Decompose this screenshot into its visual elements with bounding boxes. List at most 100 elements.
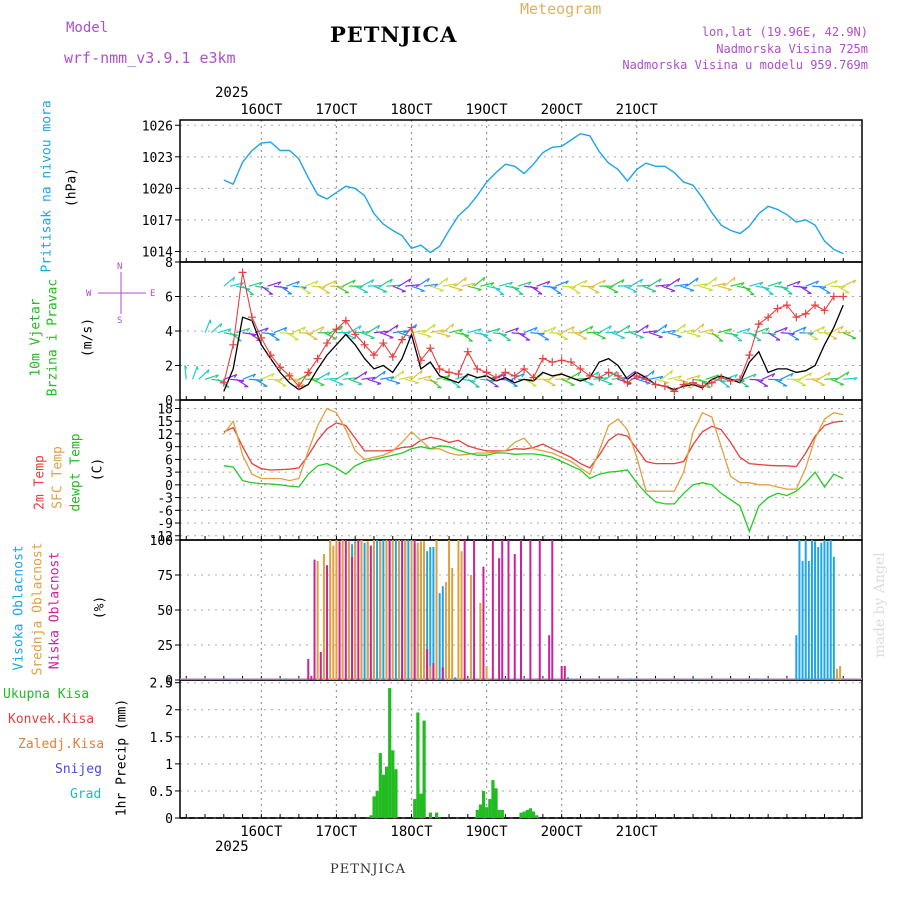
wind-arrow-head bbox=[409, 375, 414, 380]
wind-arrow-head bbox=[578, 332, 583, 336]
gust-marker bbox=[613, 371, 622, 380]
wind-arrow-head bbox=[689, 289, 694, 292]
cloud-bar-high bbox=[795, 635, 798, 680]
wind-arrow bbox=[624, 330, 639, 334]
cloud-bar-high bbox=[222, 678, 225, 680]
model-name: wrf-nmm_v3.9.1 e3km bbox=[64, 49, 236, 67]
wind-arrow bbox=[442, 283, 457, 287]
wind-arrow bbox=[267, 281, 282, 287]
wind-arrow-head bbox=[352, 279, 356, 284]
wind-arrow-head bbox=[327, 332, 332, 336]
compass-west: W bbox=[86, 289, 92, 299]
precip-bar bbox=[519, 812, 523, 818]
compass-south: S bbox=[117, 316, 123, 326]
wind-arrow bbox=[218, 273, 224, 286]
wind-arrow-head bbox=[809, 372, 813, 377]
gust-marker bbox=[679, 380, 688, 389]
wind-arrow bbox=[655, 378, 670, 384]
cloud-bar-high bbox=[407, 540, 410, 680]
wind-arrow-head bbox=[518, 293, 524, 295]
cloud-bar-low bbox=[513, 554, 516, 680]
wind-arrow bbox=[655, 324, 668, 334]
cloud-bar-mid bbox=[366, 541, 369, 680]
wind-arrow bbox=[198, 319, 199, 333]
y-tick-label: 0 bbox=[165, 394, 173, 409]
wind-arrow-head bbox=[701, 323, 705, 328]
wind-arrow-head bbox=[853, 279, 857, 284]
wind-arrow bbox=[767, 281, 782, 287]
wind-arrow-head bbox=[427, 375, 432, 380]
wind-arrow bbox=[498, 281, 513, 287]
wind-arrow bbox=[505, 327, 519, 334]
gust-marker bbox=[445, 368, 454, 377]
wind-arrow bbox=[236, 285, 251, 290]
wind-arrow bbox=[455, 332, 470, 337]
wind-arrow-head bbox=[327, 371, 331, 377]
precip-bar bbox=[532, 811, 536, 818]
cloud-bar-mid bbox=[347, 541, 350, 680]
cloud-bar-high bbox=[832, 556, 835, 680]
wind-arrow bbox=[536, 280, 551, 287]
wind-arrow bbox=[824, 279, 838, 287]
cloud-bar-high bbox=[692, 678, 695, 680]
cloud-bar-mid bbox=[416, 542, 419, 680]
precip-bar bbox=[497, 809, 501, 818]
gust-marker bbox=[285, 371, 294, 380]
wind-arrow-head bbox=[658, 336, 663, 339]
gust-marker bbox=[407, 323, 416, 332]
wind-arrow bbox=[461, 332, 473, 342]
gust-marker bbox=[820, 306, 829, 315]
wind-arrow-head bbox=[677, 335, 682, 339]
wind-arrow-head bbox=[709, 328, 714, 333]
wind-arrow-head bbox=[696, 375, 701, 379]
wind-arrow-head bbox=[528, 281, 532, 286]
y-tick-label: 8 bbox=[165, 256, 173, 271]
gust-marker bbox=[491, 373, 500, 382]
wind-arrow bbox=[742, 285, 755, 296]
wind-arrow bbox=[749, 281, 763, 287]
wind-arrow bbox=[730, 332, 743, 342]
gust-marker bbox=[670, 387, 679, 396]
wind-arrow bbox=[630, 278, 643, 287]
wind-arrow bbox=[817, 285, 831, 294]
wind-arrow bbox=[842, 279, 857, 287]
cloud-bar-low bbox=[529, 540, 532, 680]
wind-compass: N W E S bbox=[86, 262, 156, 326]
cloud-bar-low bbox=[560, 666, 563, 680]
wind-arrow bbox=[336, 371, 349, 380]
wind-arrow bbox=[423, 323, 436, 334]
wind-arrow bbox=[286, 332, 299, 341]
wind-arrow-head bbox=[740, 282, 745, 286]
wind-arrow bbox=[736, 327, 751, 334]
cloud-bar-mid bbox=[423, 541, 426, 680]
gust-marker bbox=[510, 371, 519, 380]
cloud-bar-low bbox=[310, 675, 313, 680]
wind-arrow bbox=[505, 378, 518, 387]
cloud-bar-high bbox=[820, 542, 823, 680]
wind-arrow bbox=[655, 284, 670, 287]
wind-arrow bbox=[580, 325, 594, 334]
cloud-bar-mid bbox=[429, 666, 432, 680]
y-tick-label: 2.5 bbox=[150, 677, 173, 692]
wind-arrow bbox=[517, 281, 532, 287]
wind-arrow bbox=[674, 378, 689, 383]
wind-arrow bbox=[367, 378, 382, 385]
wind-arrow bbox=[417, 332, 432, 338]
cloud-bar-mid bbox=[485, 666, 488, 680]
wind-arrow-head bbox=[706, 386, 711, 389]
wind-arrow bbox=[623, 285, 638, 293]
gust-marker bbox=[379, 339, 388, 348]
cloud-bar-mid bbox=[322, 554, 325, 680]
gust-marker bbox=[313, 354, 322, 363]
y-tick-label: 1.5 bbox=[150, 731, 173, 746]
wind-arrow bbox=[379, 278, 393, 287]
wind-arrow bbox=[617, 324, 631, 334]
wind-arrow bbox=[273, 326, 288, 334]
cloud-bar-mid bbox=[419, 541, 422, 680]
wind-arrow-head bbox=[834, 280, 838, 284]
wind-arrow-head bbox=[184, 365, 188, 370]
wind-arrow-head bbox=[395, 382, 401, 385]
gust-marker bbox=[266, 351, 275, 360]
wind-arrow-head bbox=[665, 382, 670, 385]
cloud-bar-high bbox=[382, 540, 385, 680]
